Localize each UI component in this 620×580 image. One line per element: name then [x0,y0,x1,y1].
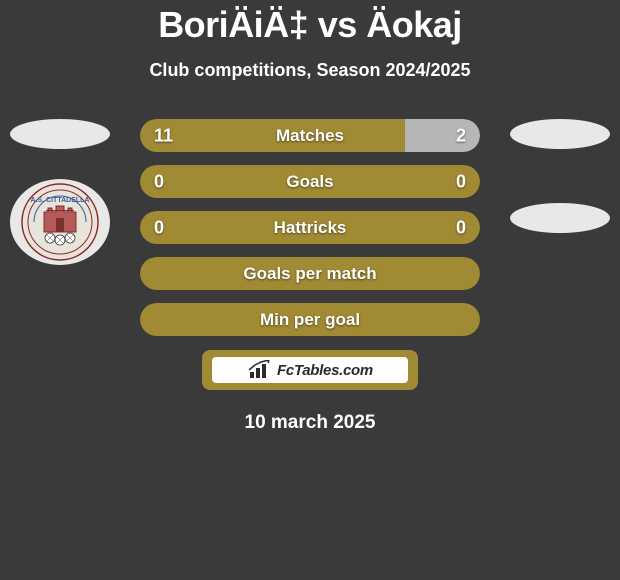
stat-row: Goals per match [140,257,480,290]
stat-value-left: 0 [154,217,164,238]
stat-label: Matches [276,126,344,146]
stat-row: Min per goal [140,303,480,336]
stat-label: Hattricks [274,218,347,238]
player1-club-badge: A.S. CITTADELLA [10,179,110,265]
stat-bar-left [140,119,405,152]
stat-label: Min per goal [260,310,360,330]
branding-text: FcTables.com [277,362,373,379]
subtitle: Club competitions, Season 2024/2025 [0,60,620,81]
stat-row: 0 0 Goals [140,165,480,198]
cittadella-crest-icon: A.S. CITTADELLA [20,182,100,262]
right-badges-column [510,119,610,233]
stat-value-left: 11 [154,125,173,146]
page-title: BoriÄiÄ‡ vs Äokaj [0,4,620,46]
stat-value-right: 2 [456,125,466,146]
stat-value-right: 0 [456,171,466,192]
player2-placeholder-icon [510,119,610,149]
stats-rows: 11 2 Matches 0 0 Goals 0 0 Hattricks Goals per ma… [140,119,480,336]
player2-club-placeholder-icon [510,203,610,233]
stat-value-left: 0 [154,171,164,192]
stat-value-right: 0 [456,217,466,238]
stat-row: 0 0 Hattricks [140,211,480,244]
stat-bar-right [405,119,480,152]
stat-row: 11 2 Matches [140,119,480,152]
chart-icon [247,360,273,380]
stat-label: Goals per match [243,264,376,284]
branding-badge: FcTables.com [202,350,418,390]
branding-outer: FcTables.com [202,350,418,390]
date-label: 10 march 2025 [0,412,620,434]
player1-placeholder-icon [10,119,110,149]
branding-inner: FcTables.com [212,357,408,383]
comparison-card: BoriÄiÄ‡ vs Äokaj Club competitions, Sea… [0,0,620,434]
left-badges-column: A.S. CITTADELLA [10,119,110,265]
stats-area: A.S. CITTADELLA 11 2 Matches 0 0 Goals 0 0 Hattr… [0,119,620,336]
svg-text:A.S. CITTADELLA: A.S. CITTADELLA [31,197,90,204]
stat-label: Goals [286,172,333,192]
